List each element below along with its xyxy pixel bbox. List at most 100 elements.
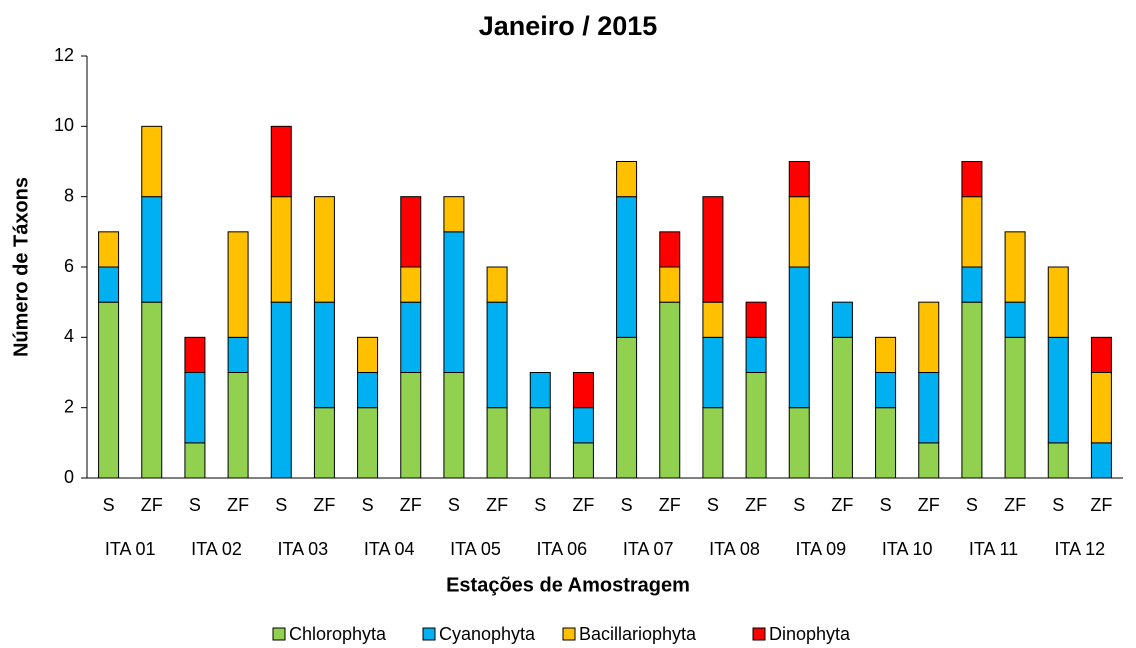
bar-segment (745, 301, 767, 338)
group-label: ITA 11 (969, 539, 1018, 559)
bar-segment (1004, 231, 1026, 303)
bar-segment (357, 407, 379, 479)
bar-segment (616, 336, 638, 479)
bar-segment (961, 301, 983, 479)
x-tick-label: S (621, 495, 633, 515)
bar-segment (400, 266, 422, 303)
bar-segment (529, 372, 551, 409)
bar-segment (918, 301, 940, 373)
x-tick-label: S (362, 495, 374, 515)
bar-segment (486, 407, 508, 479)
bar-segment (659, 301, 681, 479)
x-tick-label: ZF (1004, 495, 1026, 515)
bar-segment (357, 336, 379, 374)
group-label: ITA 02 (191, 539, 242, 559)
group-label: ITA 09 (795, 539, 846, 559)
bar-segment (788, 407, 810, 479)
legend-label: Bacillariophyta (579, 624, 697, 644)
bar-segment (875, 407, 897, 479)
x-tick-label: S (880, 495, 892, 515)
bar-segment (443, 196, 465, 233)
bar-segment (1047, 336, 1069, 444)
bar-segment (486, 301, 508, 409)
bar-segment (659, 231, 681, 268)
y-tick-label: 4 (64, 326, 74, 346)
x-tick-label: S (103, 495, 115, 515)
legend-label: Cyanophyta (439, 624, 536, 644)
y-axis-title: Número de Táxons (10, 177, 32, 357)
x-tick-label: ZF (313, 495, 335, 515)
bar-segment (831, 301, 853, 338)
group-label: ITA 01 (105, 539, 156, 559)
bar-segment (98, 266, 120, 303)
bar-segment (918, 442, 940, 479)
bar-segment (270, 125, 292, 198)
bar-segment (227, 231, 249, 338)
x-tick-label: ZF (745, 495, 767, 515)
bar-segment (961, 196, 983, 268)
bar-segment (788, 161, 810, 198)
x-tick-label: S (275, 495, 287, 515)
bar-segment (961, 161, 983, 198)
bar-segment (486, 266, 508, 303)
x-tick-label: ZF (227, 495, 249, 515)
bar-segment (141, 196, 163, 303)
bar-segment (788, 196, 810, 268)
bar-segment (357, 372, 379, 409)
bar-segment (875, 336, 897, 374)
bar-segment (659, 266, 681, 303)
bar-segment (831, 336, 853, 479)
bar-segment (1047, 442, 1069, 479)
bar-segment (141, 301, 163, 479)
group-label: ITA 03 (277, 539, 328, 559)
bar-segment (572, 372, 594, 409)
bar-segment (443, 372, 465, 479)
bar-segment (227, 336, 249, 374)
legend-swatch (562, 627, 576, 641)
bar-segment (572, 407, 594, 444)
bar-segment (616, 161, 638, 198)
bar-segment (616, 196, 638, 338)
group-label: ITA 06 (536, 539, 587, 559)
x-tick-label: ZF (918, 495, 940, 515)
bar-segment (98, 301, 120, 479)
x-tick-label: ZF (486, 495, 508, 515)
y-tick-label: 2 (64, 396, 74, 416)
bar-segment (745, 372, 767, 479)
x-tick-label: S (966, 495, 978, 515)
bar-segment (702, 301, 724, 338)
bar-segment (1004, 336, 1026, 479)
legend-swatch (422, 627, 436, 641)
group-label: ITA 05 (450, 539, 501, 559)
chart-title: Janeiro / 2015 (479, 11, 658, 41)
group-label: ITA 10 (882, 539, 933, 559)
bar-segment (1004, 301, 1026, 338)
bar-segment (1090, 372, 1112, 444)
legend-label: Dinophyta (769, 624, 851, 644)
x-tick-label: ZF (1090, 495, 1112, 515)
bar-segment (1090, 442, 1112, 479)
y-tick-label: 8 (64, 185, 74, 205)
x-axis-title: Estações de Amostragem (446, 574, 690, 596)
bar-segment (184, 442, 206, 479)
legend-label: Chlorophyta (289, 624, 387, 644)
bar-segment (961, 266, 983, 303)
y-tick-label: 6 (64, 256, 74, 276)
x-tick-label: S (189, 495, 201, 515)
bar-segment (443, 231, 465, 373)
bar-segment (270, 301, 292, 479)
group-label: ITA 12 (1054, 539, 1105, 559)
bar-segment (227, 372, 249, 479)
group-label: ITA 08 (709, 539, 760, 559)
bar-segment (184, 336, 206, 374)
bar-segment (141, 125, 163, 198)
bar-segment (400, 301, 422, 373)
bar-segment (270, 196, 292, 303)
x-tick-label: S (448, 495, 460, 515)
x-tick-label: ZF (400, 495, 422, 515)
bar-segment (184, 372, 206, 444)
bar-segment (572, 442, 594, 479)
bar-segment (918, 372, 940, 444)
group-label: ITA 04 (364, 539, 415, 559)
